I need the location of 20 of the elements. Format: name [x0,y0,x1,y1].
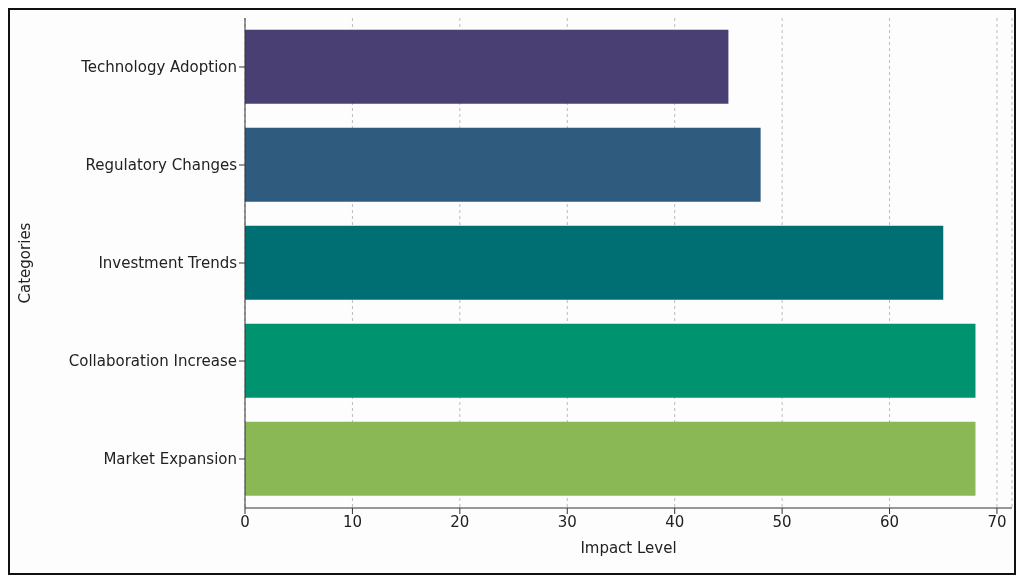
x-tick-label: 60 [879,512,900,531]
bar [245,29,729,104]
y-tick-label: Investment Trends [98,254,238,273]
y-tick-label: Technology Adoption [80,58,237,77]
bar [245,421,976,496]
x-tick-label: 20 [450,512,470,531]
bar [245,323,976,398]
y-axis-title: Categories [16,222,35,304]
bar [245,127,761,202]
x-tick-label: 70 [987,512,1007,531]
y-tick-label: Regulatory Changes [85,156,238,175]
x-axis-title: Impact Level [580,539,677,557]
x-tick-label: 50 [772,512,792,531]
x-tick-label: 30 [557,512,577,531]
y-tick-label: Collaboration Increase [68,352,237,371]
x-tick-label: 40 [665,512,685,531]
y-tick-label: Market Expansion [103,450,237,469]
x-tick-label: 0 [240,512,250,531]
x-tick-label: 10 [342,512,362,531]
bar [245,225,944,300]
